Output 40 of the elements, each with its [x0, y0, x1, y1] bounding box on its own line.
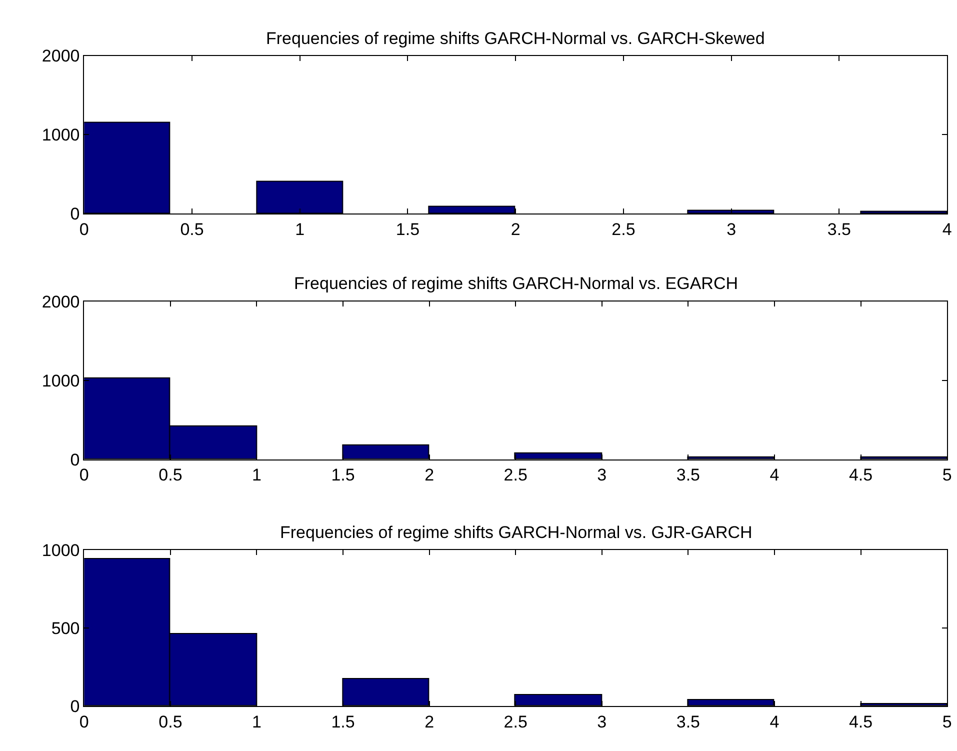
x-tick-label: 3.5 [676, 466, 700, 485]
y-tick-label: 1000 [42, 540, 80, 560]
x-tick-label: 4.5 [848, 466, 873, 485]
x-tick-label: 1.5 [331, 466, 355, 485]
y-tick-label: 2000 [42, 46, 80, 66]
x-tick-label: 2 [424, 466, 434, 485]
x-tick-label: 0.5 [158, 466, 182, 485]
x-tick-label: 3 [726, 220, 736, 240]
x-tick-label: 1 [252, 466, 262, 485]
x-tick-label: 4.5 [848, 712, 873, 732]
x-tick-label: 5 [942, 466, 952, 485]
x-tick-label: 2.5 [504, 712, 528, 732]
x-tick-label: 1.5 [331, 712, 355, 732]
x-tick-label: 1.5 [396, 220, 420, 240]
y-tick-label: 0 [70, 696, 80, 716]
x-tick-label: 0.5 [158, 712, 182, 732]
x-tick-label: 3 [597, 712, 607, 732]
x-tick-label: 3 [597, 466, 607, 485]
chart-title: Frequencies of regime shifts GARCH-Normal vs. GJR-GARCH [280, 523, 752, 542]
x-tick-label: 2 [510, 220, 520, 240]
y-tick-label: 0 [70, 450, 80, 470]
x-tick-label: 3.5 [676, 712, 700, 732]
y-tick-label: 2000 [42, 292, 80, 312]
x-tick-label: 3.5 [827, 220, 852, 240]
chart-title: Frequencies of regime shifts GARCH-Normal vs. EGARCH [294, 274, 738, 293]
y-tick-label: 1000 [42, 126, 80, 145]
x-tick-label: 4 [770, 712, 780, 732]
x-tick-label: 0.5 [180, 220, 204, 240]
x-tick-label: 4 [942, 220, 952, 240]
x-tick-label: 2.5 [504, 466, 528, 485]
x-tick-label: 1 [295, 220, 305, 240]
x-tick-label: 2.5 [612, 220, 636, 240]
x-tick-label: 2 [424, 712, 434, 732]
y-tick-label: 0 [70, 204, 80, 224]
y-tick-label: 1000 [42, 371, 80, 390]
y-tick-label: 500 [51, 618, 80, 638]
x-tick-label: 1 [252, 712, 262, 732]
x-tick-label: 5 [942, 712, 952, 732]
chart-title: Frequencies of regime shifts GARCH-Normal vs. GARCH-Skewed [266, 29, 765, 48]
x-tick-label: 4 [770, 466, 780, 485]
